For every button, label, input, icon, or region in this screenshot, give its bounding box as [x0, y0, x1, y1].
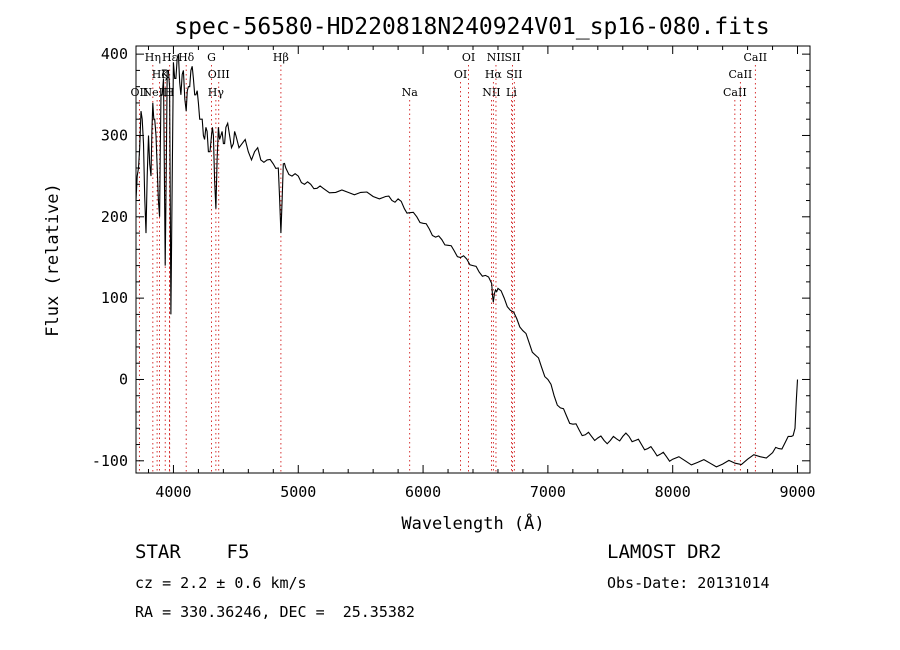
- spectral-line-label: Hα: [485, 68, 503, 81]
- x-tick-label: 6000: [405, 483, 441, 501]
- spectral-line-label: CaII: [723, 86, 747, 99]
- redshift-label: cz = 2.2 ± 0.6 km/s: [135, 574, 307, 592]
- x-tick-label: 9000: [779, 483, 815, 501]
- plot-frame: [135, 45, 811, 474]
- spectral-line-label: Hζ: [152, 68, 168, 81]
- spectral-line-label: G: [207, 51, 216, 64]
- spectral-line-label: NII: [487, 51, 505, 64]
- spectral-line-markers: [138, 65, 756, 473]
- spectral-line-label: NII: [482, 86, 500, 99]
- y-tick-label: 400: [101, 45, 128, 63]
- x-tick-label: 8000: [655, 483, 691, 501]
- spectral-line-label: SII: [506, 68, 522, 81]
- spectral-line-label: CaII: [743, 51, 767, 64]
- spectral-line-label: Na: [402, 86, 419, 99]
- chart-title: spec-56580-HD220818N240924V01_sp16-080.f…: [174, 14, 769, 40]
- spectrum-series-line: [135, 53, 799, 468]
- spectral-line-label: OIII: [208, 68, 230, 81]
- spectral-line-label: OI: [462, 51, 475, 64]
- y-tick-label: 100: [101, 289, 128, 307]
- spectral-line-label: CaII: [729, 68, 753, 81]
- spectral-line-label: NeIII: [143, 86, 172, 99]
- y-axis-label: Flux (relative): [43, 183, 63, 337]
- y-tick-label: 0: [119, 370, 128, 388]
- spectral-line-label: Hβ: [273, 51, 289, 64]
- y-tick-label: 300: [101, 126, 128, 144]
- obs-date-label: Obs-Date: 20131014: [607, 574, 770, 592]
- x-tick-label: 4000: [155, 483, 191, 501]
- survey-label: LAMOST DR2: [607, 541, 722, 563]
- y-tick-label: 200: [101, 208, 128, 226]
- spectral-line-label: Hη: [145, 51, 161, 64]
- spectral-line-label: Hε: [162, 51, 178, 64]
- object-class-label: STAR F5: [135, 541, 250, 563]
- x-axis-ticks: 4000 5000 6000 7000 8000 9000: [147, 46, 816, 501]
- spectral-line-label: K: [161, 68, 170, 81]
- x-tick-label: 5000: [280, 483, 316, 501]
- spectral-line-label: Li: [506, 86, 517, 99]
- spectral-line-label: Hγ: [208, 86, 225, 99]
- y-tick-label: -100: [92, 452, 128, 470]
- x-tick-label: 7000: [530, 483, 566, 501]
- spectral-line-label: OI: [454, 68, 467, 81]
- x-axis-label: Wavelength (Å): [401, 512, 544, 534]
- spectral-line-label: SII: [504, 51, 520, 64]
- coordinates-label: RA = 330.36246, DEC = 25.35382: [135, 603, 415, 621]
- spectral-line-label: Hδ: [178, 51, 195, 64]
- y-axis-ticks: -100 0 100 200 300 400: [92, 45, 810, 470]
- spectral-line-label: OII: [131, 86, 149, 99]
